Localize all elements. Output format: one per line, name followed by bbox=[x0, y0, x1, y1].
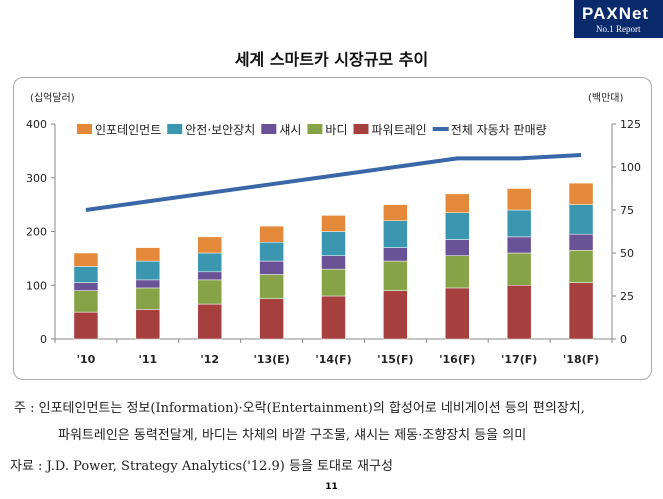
y-tick-label: 400 bbox=[26, 118, 47, 131]
bar-바디 bbox=[506, 252, 532, 286]
y2-tick-label: 75 bbox=[620, 204, 634, 217]
source-line: 자료 : J.D. Power, Strategy Analytics('12.… bbox=[10, 459, 393, 474]
legend-swatch-안전·보안장치 bbox=[167, 124, 183, 134]
legend-swatch-인포테인먼트 bbox=[77, 124, 92, 134]
legend-label: 전체 자동차 판매량 bbox=[451, 123, 547, 137]
bar-바디 bbox=[73, 290, 99, 313]
x-tick-label: '16(F) bbox=[439, 353, 475, 366]
bar-바디 bbox=[445, 255, 470, 289]
paxnet-logo: PAXNet No.1 Report bbox=[574, 0, 663, 38]
bar-파워트레인 bbox=[73, 311, 99, 340]
bar-인포테인먼트 bbox=[197, 236, 222, 254]
legend-label: 파워트레인 bbox=[372, 123, 427, 137]
legend-label: 안전·보안장치 bbox=[185, 123, 255, 137]
x-tick-label: '17(F) bbox=[501, 353, 537, 366]
bar-안전·보안장치 bbox=[321, 231, 346, 256]
bar-바디 bbox=[383, 260, 408, 291]
bar-파워트레인 bbox=[197, 303, 222, 340]
note-line-2: 파워트레인은 동력전달계, 바디는 차체의 바깥 구조물, 섀시는 제동·조향장… bbox=[58, 428, 527, 443]
bar-섀시 bbox=[383, 247, 408, 262]
line-total-vehicle-sales bbox=[85, 152, 582, 212]
legend-swatch-바디 bbox=[307, 124, 323, 134]
chart-frame bbox=[13, 77, 652, 380]
y2-tick-label: 50 bbox=[620, 247, 634, 260]
bar-인포테인먼트 bbox=[383, 204, 408, 221]
x-tick-label: '18(F) bbox=[563, 353, 599, 366]
x-tick-label: '10 bbox=[77, 353, 96, 366]
bar-바디 bbox=[568, 250, 594, 283]
bar-섀시 bbox=[259, 260, 284, 275]
legend-label: 인포테인먼트 bbox=[95, 123, 161, 137]
bar-안전·보안장치 bbox=[506, 209, 532, 238]
bar-인포테인먼트 bbox=[73, 252, 99, 267]
note-line-1: 주 : 인포테인먼트는 정보(Information)·오락(Entertain… bbox=[14, 401, 585, 416]
bar-인포테인먼트 bbox=[445, 193, 470, 213]
legend-label: 바디 bbox=[325, 123, 347, 137]
bar-안전·보안장치 bbox=[259, 242, 284, 262]
bar-인포테인먼트 bbox=[321, 215, 346, 232]
y2-axis-label: (백만대) bbox=[588, 92, 624, 104]
bar-바디 bbox=[197, 279, 222, 305]
bar-안전·보안장치 bbox=[135, 260, 161, 281]
x-tick-label: '15(F) bbox=[377, 353, 413, 366]
page-number: 11 bbox=[325, 482, 338, 492]
bar-파워트레인 bbox=[259, 298, 284, 340]
bar-안전·보안장치 bbox=[197, 252, 222, 273]
bar-섀시 bbox=[321, 255, 346, 270]
bar-파워트레인 bbox=[506, 285, 532, 340]
bar-바디 bbox=[135, 287, 161, 310]
bar-바디 bbox=[321, 268, 346, 297]
x-tick-label: '13(E) bbox=[253, 353, 289, 366]
y-tick-label: 300 bbox=[26, 172, 47, 185]
bar-안전·보안장치 bbox=[383, 220, 408, 248]
bar-바디 bbox=[259, 274, 284, 299]
bar-파워트레인 bbox=[321, 295, 346, 340]
bar-섀시 bbox=[197, 271, 222, 281]
y-tick-label: 0 bbox=[40, 333, 47, 346]
bar-인포테인먼트 bbox=[506, 188, 532, 211]
y-tick-label: 100 bbox=[26, 279, 47, 292]
x-tick-label: '12 bbox=[200, 353, 219, 366]
bar-인포테인먼트 bbox=[259, 225, 284, 243]
bar-안전·보안장치 bbox=[445, 212, 470, 240]
x-tick-label: '11 bbox=[138, 353, 157, 366]
bar-파워트레인 bbox=[568, 282, 594, 340]
x-tick-label: '14(F) bbox=[315, 353, 351, 366]
y2-tick-label: 125 bbox=[620, 118, 641, 131]
logo-name: PAXNet bbox=[582, 4, 650, 23]
legend-swatch-파워트레인 bbox=[353, 124, 369, 134]
legend-label: 섀시 bbox=[279, 123, 301, 137]
bar-파워트레인 bbox=[445, 287, 470, 340]
bar-섀시 bbox=[135, 279, 161, 289]
y-axis-label: (십억달러) bbox=[30, 92, 75, 104]
bar-안전·보안장치 bbox=[73, 266, 99, 283]
bar-인포테인먼트 bbox=[135, 247, 161, 262]
legend-swatch-섀시 bbox=[261, 124, 277, 134]
bar-안전·보안장치 bbox=[568, 204, 594, 235]
bar-섀시 bbox=[445, 239, 470, 256]
y2-tick-label: 25 bbox=[620, 290, 634, 303]
chart-title: 세계 스마트카 시장규모 추이 bbox=[234, 50, 429, 69]
y-tick-label: 200 bbox=[26, 226, 47, 239]
bar-섀시 bbox=[568, 233, 594, 251]
bar-파워트레인 bbox=[135, 309, 161, 340]
y2-tick-label: 0 bbox=[620, 333, 627, 346]
bar-섀시 bbox=[506, 236, 532, 254]
y2-tick-label: 100 bbox=[620, 161, 641, 174]
logo-subtitle: No.1 Report bbox=[596, 24, 641, 34]
bar-파워트레인 bbox=[383, 290, 408, 340]
bar-섀시 bbox=[73, 282, 99, 291]
bar-인포테인먼트 bbox=[568, 182, 594, 205]
